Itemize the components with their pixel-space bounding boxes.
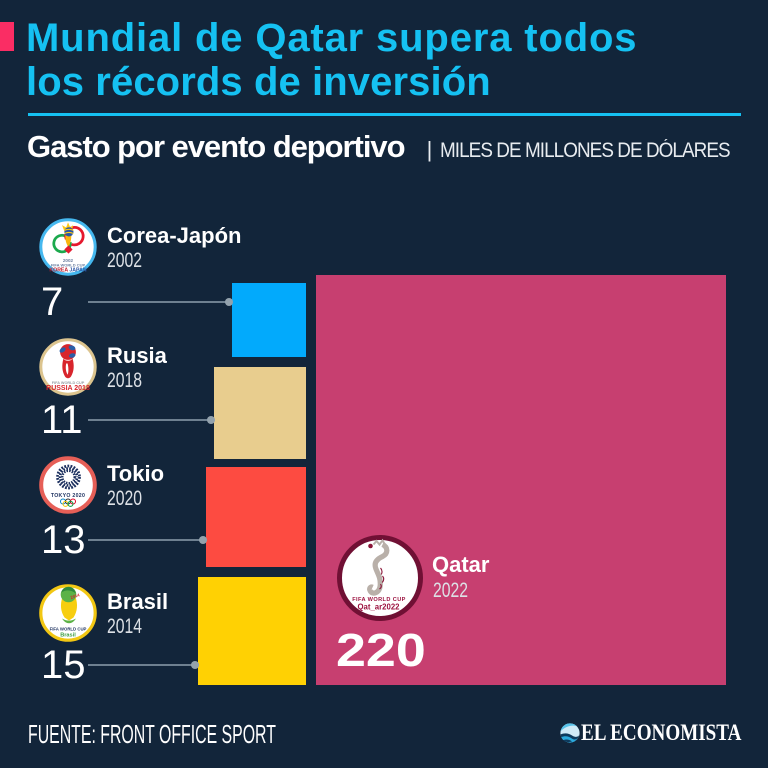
svg-text:2002: 2002 [63, 258, 74, 263]
svg-text:FIFA WORLD CUP: FIFA WORLD CUP [51, 263, 86, 268]
svg-text:Brasil: Brasil [60, 633, 76, 639]
svg-text:FIFA WORLD CUP: FIFA WORLD CUP [52, 381, 85, 385]
svg-text:Qat_ar2022: Qat_ar2022 [357, 603, 400, 612]
svg-text:KOREA JAPAN: KOREA JAPAN [49, 268, 86, 274]
svg-text:FIFA WORLD CUP: FIFA WORLD CUP [50, 627, 87, 632]
svg-text:FIFA WORLD CUP: FIFA WORLD CUP [352, 597, 406, 603]
svg-text:2014: 2014 [70, 592, 81, 600]
svg-text:RUSSIA 2018: RUSSIA 2018 [46, 385, 90, 392]
svg-text:TOKYO 2020: TOKYO 2020 [51, 493, 85, 499]
